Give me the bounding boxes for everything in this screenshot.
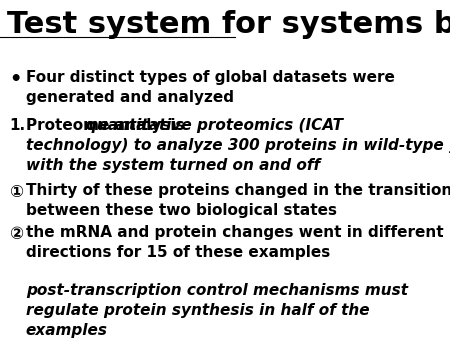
Text: directions for 15 of these examples: directions for 15 of these examples	[26, 245, 330, 260]
Text: ①: ①	[9, 183, 23, 201]
Text: examples: examples	[26, 323, 108, 338]
Text: Test system for systems biology: Test system for systems biology	[7, 10, 450, 39]
Text: 1.: 1.	[9, 118, 26, 133]
Text: the mRNA and protein changes went in different: the mRNA and protein changes went in dif…	[26, 225, 444, 240]
Text: technology) to analyze 300 proteins in wild-type yeast: technology) to analyze 300 proteins in w…	[26, 138, 450, 153]
Text: generated and analyzed: generated and analyzed	[26, 90, 234, 104]
Text: post-transcription control mechanisms must: post-transcription control mechanisms mu…	[26, 283, 408, 298]
Text: ②: ②	[9, 225, 23, 243]
Text: Thirty of these proteins changed in the transition: Thirty of these proteins changed in the …	[26, 183, 450, 198]
Text: with the system turned on and off: with the system turned on and off	[26, 158, 320, 173]
Text: Proteome analysis: Proteome analysis	[26, 118, 189, 133]
Text: •: •	[9, 70, 22, 89]
Text: regulate protein synthesis in half of the: regulate protein synthesis in half of th…	[26, 303, 369, 318]
Text: between these two biological states: between these two biological states	[26, 203, 337, 218]
Text: Four distinct types of global datasets were: Four distinct types of global datasets w…	[26, 70, 395, 84]
Text: quantitative proteomics (ICAT: quantitative proteomics (ICAT	[86, 118, 343, 133]
